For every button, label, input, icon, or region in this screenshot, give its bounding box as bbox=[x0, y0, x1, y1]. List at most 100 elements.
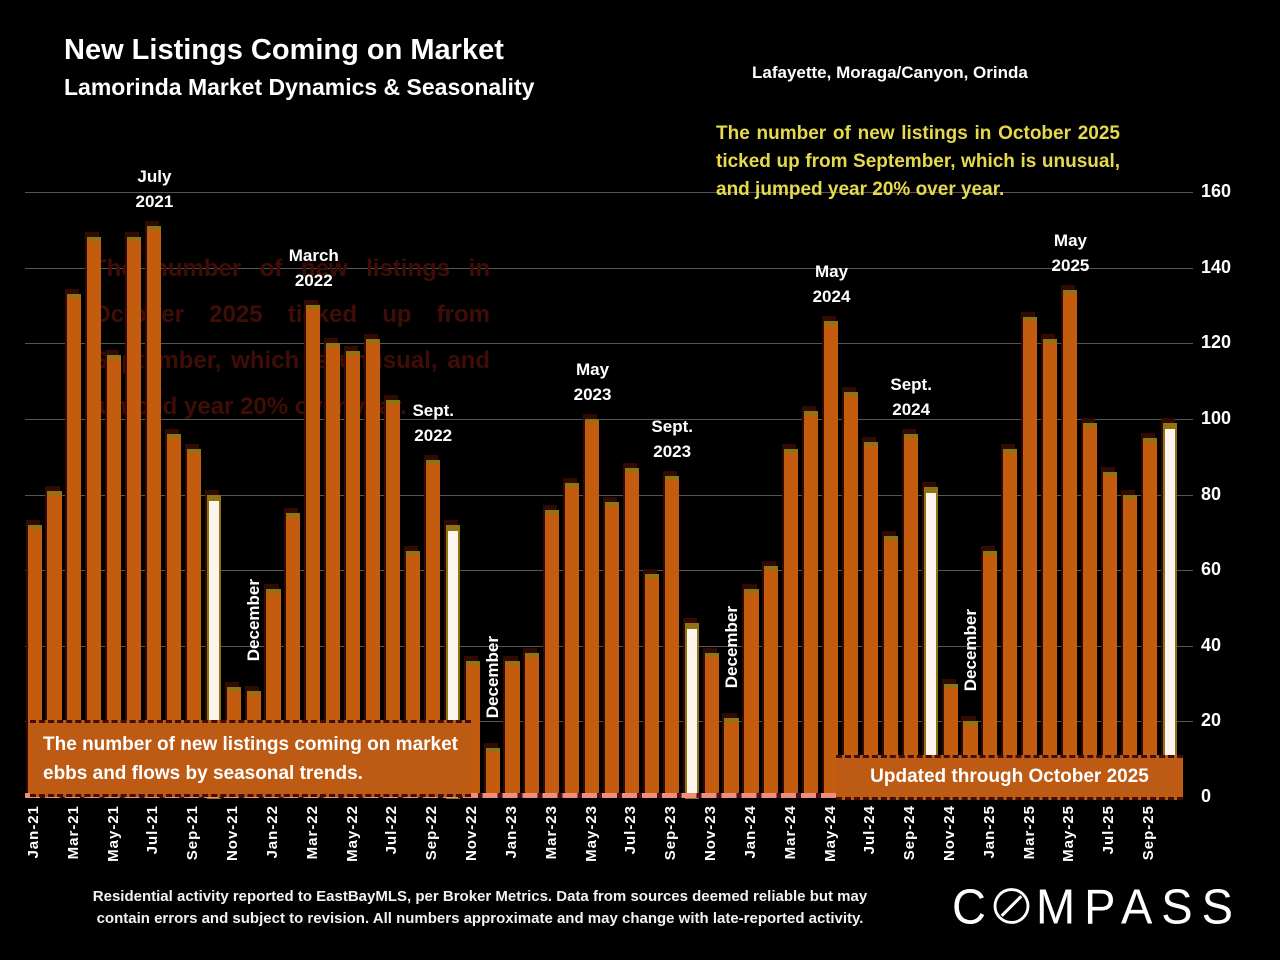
x-axis-tick-label: Sep-21 bbox=[184, 805, 202, 861]
bar-Aug-21 bbox=[166, 434, 181, 797]
x-axis-tick-label: Nov-22 bbox=[463, 805, 481, 862]
bar-Jun-25 bbox=[1082, 422, 1098, 797]
page-subtitle: Lamorinda Market Dynamics & Seasonality bbox=[64, 74, 535, 100]
bar-Apr-24 bbox=[804, 411, 819, 797]
bar-Mar-24 bbox=[784, 449, 799, 797]
updated-note-box: Updated through October 2025 bbox=[836, 755, 1183, 800]
y-axis-tick-label: 20 bbox=[1201, 710, 1222, 731]
compass-logo-rest: MPASS bbox=[1035, 878, 1242, 934]
compass-logo: C MPASS bbox=[952, 876, 1242, 936]
page-title: New Listings Coming on Market bbox=[64, 34, 504, 66]
x-axis-tick-label: Mar-23 bbox=[542, 805, 560, 860]
bar-Mar-23 bbox=[545, 509, 560, 797]
x-axis-tick-label: Mar-21 bbox=[64, 805, 82, 860]
gridline bbox=[25, 494, 1193, 496]
bar-May-23 bbox=[585, 418, 600, 797]
bar-Dec-23 bbox=[724, 717, 739, 797]
bar-Feb-24 bbox=[764, 566, 779, 797]
y-axis-tick-label: 100 bbox=[1201, 407, 1232, 428]
month-annotation: Sept. 2024 bbox=[890, 375, 932, 419]
bar-Mar-22 bbox=[306, 305, 321, 797]
bar-Jul-24 bbox=[863, 441, 878, 797]
bar-Oct-24 bbox=[923, 486, 938, 799]
bar-Jun-21 bbox=[127, 237, 142, 797]
bar-Jul-25 bbox=[1102, 471, 1117, 797]
highlight-note: The number of new listings in October 20… bbox=[716, 123, 1120, 200]
gridline bbox=[25, 343, 1193, 345]
december-annotation: December bbox=[482, 635, 502, 719]
month-annotation: Sept. 2023 bbox=[651, 416, 693, 461]
bar-Jun-22 bbox=[366, 339, 381, 797]
bar-Sep-23 bbox=[664, 475, 679, 797]
bar-Nov-23 bbox=[704, 653, 719, 797]
y-axis-tick-label: 160 bbox=[1201, 181, 1232, 201]
x-axis-tick-label: Jul-21 bbox=[144, 805, 162, 855]
x-axis-tick-label: Jul-23 bbox=[622, 805, 640, 855]
compass-o-icon bbox=[993, 888, 1030, 924]
x-axis-tick-label: Nov-21 bbox=[224, 805, 242, 862]
bar-Apr-23 bbox=[565, 483, 580, 797]
month-annotation: Sept. 2022 bbox=[412, 401, 454, 446]
x-axis-tick-label: Jan-22 bbox=[263, 805, 281, 859]
bar-Jul-23 bbox=[624, 468, 640, 797]
month-annotation: July 2021 bbox=[135, 167, 174, 212]
bar-Feb-23 bbox=[525, 653, 540, 797]
bar-Jul-22 bbox=[385, 399, 401, 797]
y-axis-tick-label: 120 bbox=[1201, 332, 1232, 353]
december-annotation: December bbox=[721, 605, 741, 688]
x-axis-tick-label: Jul-25 bbox=[1100, 805, 1118, 855]
bar-Apr-25 bbox=[1043, 339, 1058, 797]
bar-Mar-21 bbox=[67, 294, 82, 797]
month-annotation: May 2025 bbox=[1051, 231, 1090, 276]
x-axis-tick-label: Jan-23 bbox=[502, 805, 520, 859]
x-axis-baseline bbox=[25, 793, 1181, 798]
x-axis-tick-label: May-22 bbox=[343, 805, 361, 862]
x-axis-tick-label: Jan-25 bbox=[980, 805, 998, 859]
bar-Jun-24 bbox=[843, 392, 859, 797]
x-axis-tick-label: Nov-23 bbox=[702, 805, 720, 862]
region-label: Lafayette, Moraga/Canyon, Orinda bbox=[752, 63, 1028, 82]
seasonal-note-text: The number of new listings coming on mar… bbox=[43, 734, 458, 784]
disclaimer-line-2: contain errors and subject to revision. … bbox=[96, 910, 864, 927]
x-axis-tick-label: Sep-23 bbox=[662, 805, 680, 861]
x-axis-tick-label: Mar-24 bbox=[781, 805, 799, 860]
x-axis-tick-label: May-23 bbox=[582, 805, 600, 862]
x-axis-tick-label: May-24 bbox=[821, 805, 839, 862]
month-annotation: May 2023 bbox=[573, 359, 612, 404]
december-annotation: December bbox=[244, 579, 263, 662]
y-axis-tick-label: 0 bbox=[1201, 786, 1212, 806]
disclaimer: Residential activity reported to EastBay… bbox=[55, 886, 905, 930]
bar-Aug-23 bbox=[644, 573, 659, 797]
bar-Dec-22 bbox=[485, 747, 500, 797]
x-axis-tick-label: Jul-24 bbox=[861, 805, 879, 855]
bar-Jan-25 bbox=[983, 551, 998, 797]
y-axis-tick-label: 60 bbox=[1201, 559, 1222, 580]
bar-Sep-21 bbox=[186, 449, 201, 797]
x-axis-tick-label: Mar-25 bbox=[1020, 805, 1038, 860]
x-axis-tick-label: Jan-24 bbox=[741, 805, 759, 859]
seasonal-note-box: The number of new listings coming on mar… bbox=[30, 720, 471, 797]
bar-Jul-21 bbox=[146, 226, 162, 797]
bar-May-21 bbox=[107, 354, 122, 797]
bar-Sep-22 bbox=[425, 460, 440, 797]
bar-Feb-25 bbox=[1003, 449, 1018, 797]
month-annotation: May 2024 bbox=[812, 261, 851, 306]
month-annotation: March 2022 bbox=[288, 246, 339, 291]
y-axis-tick-label: 40 bbox=[1201, 634, 1222, 655]
x-axis-tick-label: Jan-21 bbox=[24, 805, 42, 859]
disclaimer-line-1: Residential activity reported to EastBay… bbox=[92, 888, 868, 905]
bar-Aug-25 bbox=[1122, 494, 1137, 797]
bar-Oct-23 bbox=[684, 623, 699, 799]
bar-Jun-23 bbox=[605, 502, 620, 797]
x-axis-tick-label: Mar-22 bbox=[303, 805, 321, 860]
x-axis-tick-label: May-25 bbox=[1060, 805, 1078, 862]
bar-Mar-25 bbox=[1023, 316, 1038, 797]
gridline bbox=[25, 192, 1193, 193]
bar-May-22 bbox=[346, 350, 361, 797]
y-axis-tick-label: 140 bbox=[1201, 256, 1232, 277]
bar-Apr-22 bbox=[326, 343, 341, 797]
gridline bbox=[25, 267, 1193, 269]
compass-logo-c: C bbox=[952, 878, 995, 934]
bar-Sep-24 bbox=[903, 434, 918, 797]
x-axis-tick-label: Sep-25 bbox=[1140, 805, 1158, 861]
